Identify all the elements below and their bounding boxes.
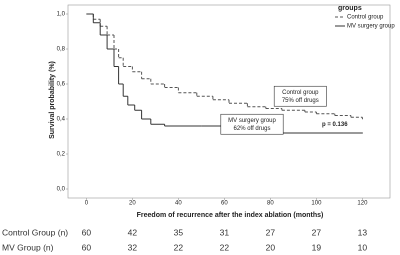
x-tick-label: 80	[267, 201, 274, 207]
legend-title: groups	[338, 5, 362, 12]
y-axis-label: Survival probability (%)	[49, 61, 56, 139]
y-tick-label: 0,0	[57, 187, 66, 193]
annotation: MV surgery group	[228, 118, 276, 124]
risk-count: 27	[312, 227, 322, 237]
risk-count: 31	[220, 227, 230, 237]
y-tick-label: 0,8	[57, 47, 66, 53]
risk-count: 35	[174, 227, 184, 237]
plot-frame	[67, 4, 391, 199]
x-tick-label: 100	[311, 201, 322, 207]
risk-count: 10	[358, 242, 368, 252]
annotation-box	[220, 113, 284, 135]
y-tick-label: 0,2	[57, 152, 66, 158]
x-tick-label: 20	[129, 201, 136, 207]
risk-count: 22	[220, 242, 230, 252]
risk-count: 19	[312, 242, 322, 252]
annotation-box	[273, 85, 327, 107]
annotation: 62% off drugs	[234, 126, 271, 132]
risk-count: 60	[82, 227, 92, 237]
y-tick-label: 0,6	[57, 82, 66, 88]
risk-row-label: MV Group (n)	[2, 242, 54, 252]
risk-count: 42	[128, 227, 138, 237]
annotation: p = 0.136	[322, 122, 348, 128]
risk-row-label: Control Group (n)	[2, 227, 68, 237]
y-tick-label: 1,0	[57, 12, 66, 18]
legend-label: Control group	[347, 15, 384, 21]
legend-label: MV surgery group	[347, 24, 395, 30]
x-tick-label: 40	[175, 201, 182, 207]
annotation: Control group	[282, 90, 319, 96]
risk-count: 13	[358, 227, 368, 237]
risk-count: 20	[266, 242, 276, 252]
risk-count: 60	[82, 242, 92, 252]
risk-count: 32	[128, 242, 138, 252]
risk-count: 22	[174, 242, 184, 252]
x-axis-label: Freedom of recurrence after the index ab…	[137, 212, 324, 219]
x-tick-label: 60	[221, 201, 228, 207]
x-tick-label: 120	[357, 201, 368, 207]
annotation: 75% off drugs	[282, 98, 319, 104]
y-tick-label: 0,4	[57, 117, 66, 123]
x-tick-label: 0	[85, 201, 89, 207]
risk-count: 27	[266, 227, 276, 237]
